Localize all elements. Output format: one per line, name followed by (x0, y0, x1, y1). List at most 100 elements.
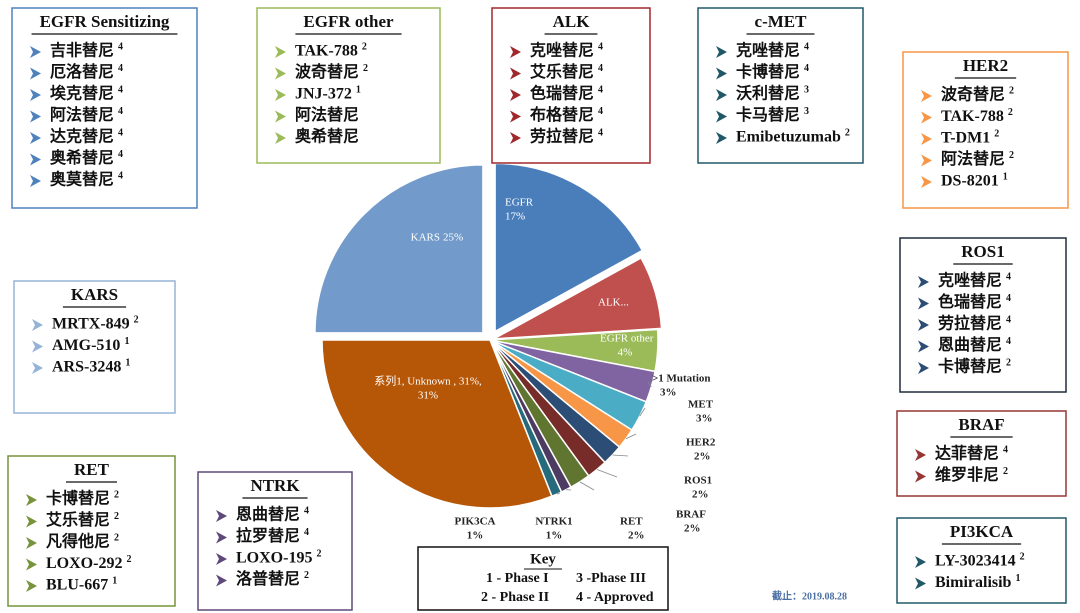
item-phase: 4 (804, 63, 809, 74)
bullet-arrow (26, 537, 37, 549)
bullet-arrow (32, 362, 43, 374)
key-entry: 3 -Phase III (576, 571, 646, 586)
key-title: Key (530, 551, 556, 567)
item-name: JNJ-372 (295, 86, 352, 103)
item-name: LOXO-292 (46, 555, 122, 572)
panel-title: PI3KCA (950, 522, 1014, 541)
item-name: 奥希替尼 (50, 148, 114, 167)
item-phase: 4 (598, 41, 603, 52)
pie-slice (494, 162, 644, 333)
slice-label: PIK3CA (455, 516, 496, 528)
item-phase: 2 (304, 570, 309, 581)
bullet-arrow (275, 46, 286, 58)
item-name: 劳拉替尼 (530, 127, 594, 146)
item-name: 卡马替尼 (736, 105, 800, 124)
bullet-arrow (716, 132, 727, 144)
item-phase: 2 (845, 127, 850, 138)
item-name: 色瑞替尼 (530, 84, 594, 103)
slice-value-label: 2% (684, 523, 701, 535)
pie-slice (314, 164, 484, 334)
bullet-arrow (716, 67, 727, 80)
bullet-arrow (32, 340, 43, 353)
item-phase: 2 (1009, 150, 1014, 161)
item-name: 卡博替尼 (46, 489, 110, 508)
leader-line (596, 469, 618, 478)
item-phase: 4 (118, 127, 123, 138)
bullet-arrow (216, 531, 227, 544)
item-phase: 2 (114, 532, 119, 543)
item-name: LY-3023414 (935, 553, 1016, 570)
item-phase: 4 (118, 170, 123, 181)
bullet-arrow (275, 89, 286, 101)
panel-box (197, 471, 353, 611)
slice-value-label: 3% (660, 387, 677, 399)
slice-label: EGFR other (600, 333, 654, 345)
leader-line (579, 481, 595, 491)
bullet-arrow (216, 553, 227, 565)
item-phase: 4 (804, 41, 809, 52)
item-phase: 1 (1015, 573, 1020, 584)
item-name: 拉罗替尼 (236, 526, 300, 545)
slice-label: >1 Mutation (652, 373, 711, 385)
bullet-arrow (30, 110, 41, 123)
slice-value-label: 2% (628, 530, 645, 542)
slice-value-label: 31% (418, 390, 438, 402)
item-name: 克唑替尼 (938, 271, 1002, 290)
item-phase: 1 (356, 84, 361, 95)
bullet-arrow (716, 110, 727, 123)
item-phase: 2 (114, 489, 119, 500)
panel-title: EGFR other (303, 12, 394, 31)
panel-title: RET (74, 460, 110, 479)
item-phase: 2 (114, 511, 119, 522)
item-name: 色瑞替尼 (938, 292, 1002, 311)
leader-line (556, 492, 561, 495)
bullet-arrow (26, 558, 37, 571)
key-entry: 4 - Approved (576, 590, 654, 605)
item-phase: 4 (598, 84, 603, 95)
slice-value-label: 2% (692, 489, 709, 501)
bullet-arrow (30, 67, 41, 80)
item-name: 波奇替尼 (941, 85, 1005, 104)
panel-title: BRAF (958, 415, 1004, 434)
item-name: TAK-788 (295, 43, 358, 60)
bullet-arrow (921, 111, 932, 124)
item-phase: 4 (1006, 293, 1011, 304)
panel-title: KARS (71, 285, 118, 304)
item-phase: 4 (118, 106, 123, 117)
item-name: Bimiralisib (935, 574, 1012, 591)
key-entry: 2 - Phase II (481, 590, 549, 605)
bullet-arrow (716, 46, 727, 58)
bullet-arrow (30, 89, 41, 101)
item-phase: 2 (1020, 551, 1025, 562)
slice-label: EGFR (505, 197, 534, 209)
item-name: Emibetuzumab (736, 129, 841, 146)
item-name: 波奇替尼 (295, 62, 359, 81)
item-name: 布格替尼 (530, 105, 594, 124)
item-phase: 3 (804, 84, 809, 95)
item-name: 卡博替尼 (938, 357, 1002, 376)
leader-line (639, 407, 646, 417)
slice-label: KARS (411, 232, 440, 244)
bullet-arrow (915, 577, 926, 590)
item-phase: 1 (125, 357, 130, 368)
bullet-arrow (216, 574, 227, 587)
item-name: MRTX-849 (52, 316, 130, 333)
panel-title: NTRK (250, 476, 300, 495)
item-phase: 2 (1009, 85, 1014, 96)
item-phase: 4 (118, 41, 123, 52)
bullet-arrow (918, 319, 929, 331)
item-name: 阿法替尼 (295, 105, 359, 124)
slice-value-label: 1% (467, 530, 484, 542)
item-phase: 2 (1003, 466, 1008, 477)
key-entry: 1 - Phase I (486, 571, 549, 586)
panel-title: ALK (553, 12, 591, 31)
bullet-arrow (26, 515, 37, 528)
bullet-arrow (921, 90, 932, 102)
slice-value-label: 17% (505, 211, 525, 223)
slice-label: HER2 (686, 437, 716, 449)
item-name: 凡得他尼 (46, 532, 110, 551)
bullet-arrow (510, 110, 521, 123)
item-name: 恩曲替尼 (236, 505, 300, 524)
item-name: BLU-667 (46, 577, 108, 594)
